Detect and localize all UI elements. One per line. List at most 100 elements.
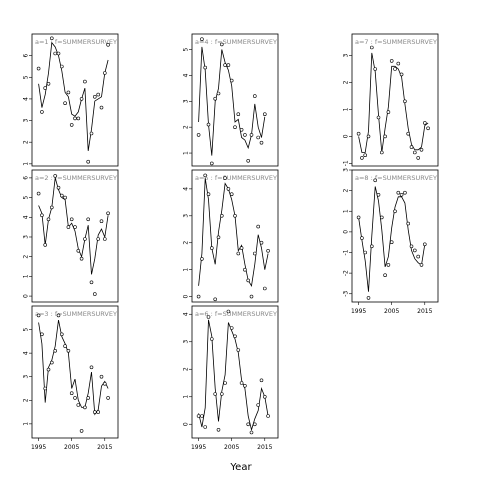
y-tick-label: 5 [183,47,190,51]
x-tick-label: 2005 [384,308,399,315]
observed-point [216,91,221,96]
panel-frame [351,169,439,303]
observed-point [69,391,74,396]
y-tick-label: 3 [343,53,350,57]
x-tick-label: 1995 [31,444,46,451]
observed-point [259,140,264,145]
observed-point [379,150,384,155]
observed-point [249,430,254,435]
y-tick-label: 6 [23,176,30,180]
y-tick-label: 3 [23,118,30,122]
observed-point [36,313,41,318]
y-tick-label: 4 [183,312,190,316]
observed-point [93,95,97,99]
observed-point [412,150,417,155]
x-tick-label: 2005 [224,444,239,451]
panel-label: a=8 : f=SUMMERSURVEY [355,174,437,182]
observed-point [63,101,67,105]
observed-point [399,193,404,197]
observed-point [103,71,107,75]
observed-point [46,82,51,86]
observed-point [66,90,71,95]
observed-point [396,61,401,66]
panel-4: 1 2 3 4 5 a=4 : f=SUMMERSURVEY [183,33,279,167]
observed-point [403,99,407,104]
observed-point [356,215,361,220]
observed-point [83,405,87,410]
observed-point [233,214,237,218]
fitted-line [198,178,269,287]
observed-point [246,159,250,163]
observed-point [83,79,87,84]
x-axis-title: Year [229,462,252,473]
observed-point [226,187,231,191]
y-tick-label: 5 [23,75,30,79]
observed-point [373,67,378,71]
observed-point [253,422,257,427]
observed-point [213,96,217,101]
observed-point [369,45,374,50]
observed-point [262,112,267,116]
observed-point [236,112,241,116]
observed-point [66,225,71,229]
panel-frame [31,305,119,439]
fitted-line [358,186,426,292]
observed-point [96,237,100,241]
observed-point [422,121,427,125]
observed-point [56,185,61,190]
observed-point [243,383,247,388]
observed-point [43,386,48,391]
observed-point [409,145,414,149]
observed-point [79,429,84,433]
observed-point [203,65,207,70]
observed-point [46,217,51,222]
observed-point [83,237,87,241]
panel-frame [351,33,439,167]
y-tick-label: 1 [343,107,350,111]
y-tick-label: 4 [23,351,30,355]
observed-point [36,191,41,196]
y-tick-label: 2 [23,255,30,259]
observed-point [366,296,371,300]
observed-point [360,156,364,160]
observed-point [363,250,368,255]
observed-point [196,414,201,418]
observed-point [53,174,58,178]
y-tick-label: 4 [183,187,190,191]
fitted-line [38,177,109,275]
fitted-line [358,52,429,153]
panel-3: 1 2 3 4 5 1995 2005 2015 a=3 : f=SUMMERSURVEY [23,305,119,451]
observed-point [206,315,211,319]
observed-point [239,381,244,385]
x-tick-label: 2015 [97,444,112,451]
y-tick-label: 2 [23,140,30,144]
y-tick-label: 6 [23,54,30,58]
observed-point [360,236,364,240]
panel-1: 1 2 3 4 5 6 a=1 : f=SUMMERSURVEY [23,33,119,167]
panel-label: a=3 : f=SUMMERSURVEY [35,310,117,318]
observed-point [69,217,74,222]
observed-point [206,122,211,127]
observed-point [399,72,404,77]
y-tick-label: 2 [183,367,190,371]
observed-point [266,249,270,253]
fitted-line [198,46,266,156]
observed-point [256,403,261,407]
y-tick-label: 1 [183,268,190,272]
observed-point [106,42,110,47]
observed-point [63,195,67,200]
observed-point [226,309,231,314]
observed-point [76,403,81,407]
y-tick-label: 4 [183,73,190,77]
observed-point [103,381,107,386]
y-tick-label: 3 [183,340,190,344]
observed-point [376,115,381,120]
observed-point [220,42,224,47]
observed-point [256,135,261,140]
observed-point [203,425,207,429]
observed-point [233,334,237,339]
observed-point [393,209,397,214]
observed-point [406,221,411,226]
observed-point [49,360,54,365]
